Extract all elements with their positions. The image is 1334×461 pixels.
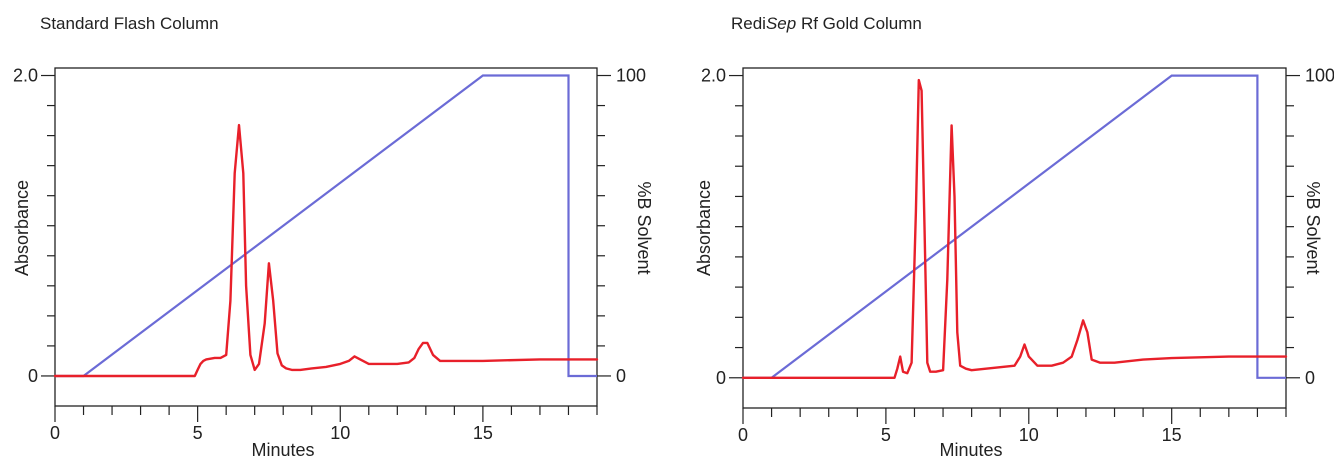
y2-tick-label: 0 (1305, 368, 1315, 388)
x-axis-label: Minutes (251, 440, 314, 460)
x-tick-label: 5 (881, 425, 891, 445)
chart-title: RediSep Rf Gold Column (731, 14, 922, 34)
y-tick-label: 0 (28, 366, 38, 386)
y2-tick-label: 100 (1305, 66, 1334, 86)
y-axis-label: Absorbance (12, 180, 32, 276)
y-tick-label: 2.0 (13, 66, 38, 86)
chart-title-italic-text: Sep (765, 14, 797, 33)
chart-title: Standard Flash Column (40, 14, 219, 34)
y-axis-label: Absorbance (694, 180, 714, 276)
x-tick-label: 10 (330, 423, 350, 443)
chart-title-text: Standard Flash Column (40, 14, 219, 33)
absorbance-trace-line (53, 123, 599, 378)
y-tick-label: 0 (716, 368, 726, 388)
x-tick-label: 5 (193, 423, 203, 443)
solvent-gradient-line (55, 74, 597, 378)
chromatogram-chart: Absorbance %B Solvent Minutes 0 5 10 15 0 2.0… (694, 66, 1334, 460)
x-tick-label: 0 (738, 425, 748, 445)
y-tick-label: 2.0 (701, 66, 726, 86)
y2-tick-label: 0 (616, 366, 626, 386)
chromatogram-chart: Absorbance %B Solvent Minutes 0 5 10 15 0 2.0… (12, 66, 654, 460)
plot-frame (742, 67, 1287, 409)
chart-title-text-post: Rf Gold Column (796, 14, 922, 33)
y2-axis-label: %B Solvent (634, 181, 654, 274)
y2-axis-label: %B Solvent (1303, 181, 1323, 274)
absorbance-trace-line (741, 78, 1288, 379)
plot-frame (54, 67, 598, 407)
x-tick-label: 0 (50, 423, 60, 443)
x-tick-label: 10 (1019, 425, 1039, 445)
x-tick-label: 15 (1162, 425, 1182, 445)
solvent-gradient-line (743, 74, 1286, 379)
chart-title-text: Redi (731, 14, 766, 33)
x-axis-label: Minutes (939, 440, 1002, 460)
y2-tick-label: 100 (616, 66, 646, 86)
chart-panel-redisep-gold: RediSep Rf Gold Column Absorbance %B Sol… (667, 0, 1334, 461)
chart-panel-standard-flash: Standard Flash Column Absorbance %B Solv… (12, 14, 654, 460)
x-tick-label: 15 (473, 423, 493, 443)
